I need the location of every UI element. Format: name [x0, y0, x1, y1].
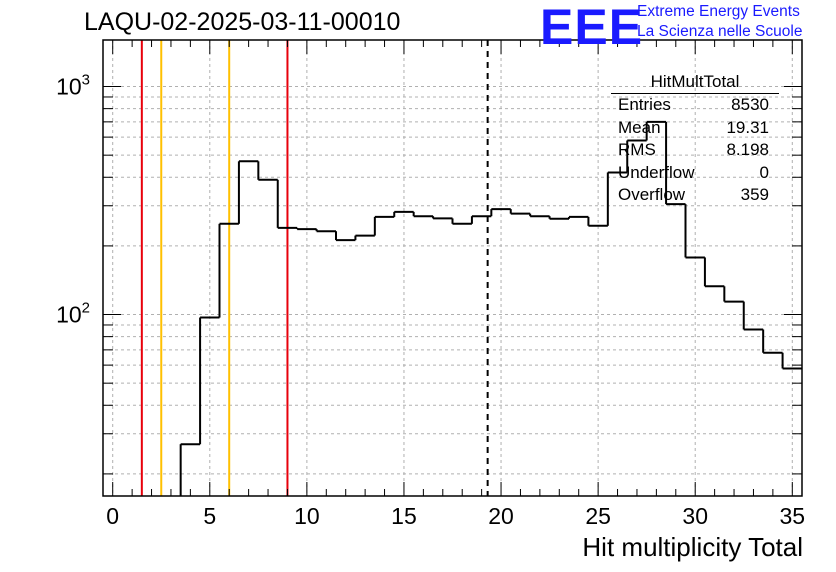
x-tick-label: 0: [106, 503, 119, 529]
stats-value: 19.31: [726, 117, 769, 137]
stats-value: 8.198: [726, 140, 769, 159]
x-tick-label: 20: [488, 503, 514, 529]
stats-label: RMS: [618, 140, 656, 159]
x-tick-label: 30: [682, 503, 708, 529]
x-tick-label: 15: [391, 503, 417, 529]
stats-box-title: HitMultTotal: [611, 71, 779, 94]
x-tick-label: 25: [585, 503, 611, 529]
x-tick-label: 10: [294, 503, 320, 529]
stats-box: HitMultTotal Entries 8530 Mean 19.31 RMS…: [611, 71, 779, 207]
y-tick-label: 102: [56, 300, 90, 328]
stats-row-entries: Entries 8530: [611, 94, 779, 117]
histogram-bins: [179, 120, 802, 496]
stats-row-rms: RMS 8.198: [611, 139, 779, 162]
stats-value: 0: [759, 162, 769, 182]
x-tick-label: 35: [779, 503, 805, 529]
logo-text-line1: Extreme Energy Events: [637, 3, 800, 20]
x-tick-label: 5: [203, 503, 216, 529]
stats-row-mean: Mean 19.31: [611, 117, 779, 140]
plot-frame: [102, 39, 803, 497]
stats-value: 359: [740, 185, 769, 204]
chart-title: LAQU-02-2025-03-11-00010: [84, 8, 401, 36]
stats-label: Mean: [618, 117, 661, 137]
stats-label: Underflow: [618, 162, 695, 182]
marker-lines: [140, 40, 489, 496]
stats-row-overflow: Overflow 359: [611, 184, 779, 207]
eee-logo-mark: EEE: [540, 0, 644, 55]
stats-row-underflow: Underflow 0: [611, 162, 779, 185]
axes: 0 5 10 15 20 25 30 35 102 103: [56, 39, 805, 529]
stats-label: Overflow: [618, 185, 686, 204]
stats-label: Entries: [618, 95, 671, 114]
logo-text-line2: La Scienza nelle Scuole: [637, 23, 803, 40]
stats-value: 8530: [731, 95, 769, 114]
x-axis-title: Hit multiplicity Total: [582, 532, 803, 562]
y-tick-label: 103: [56, 72, 90, 100]
